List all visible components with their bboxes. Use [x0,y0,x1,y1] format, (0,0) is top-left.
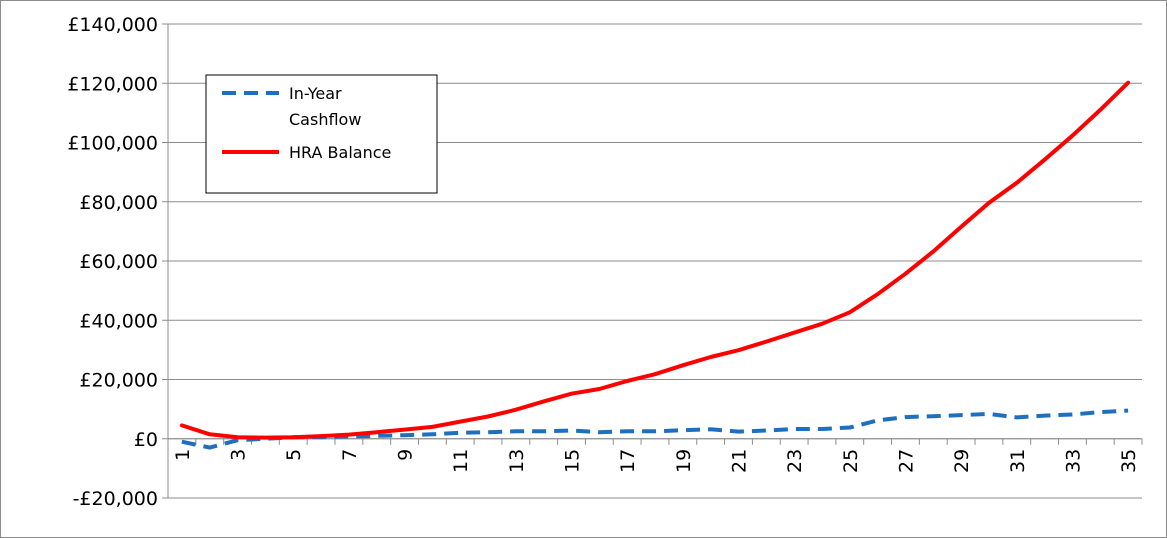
x-tick-label: 5 [283,449,305,461]
x-tick-label: 1 [172,449,194,461]
x-tick-label: 23 [784,449,806,473]
y-tick-label: £0 [134,429,158,451]
x-tick-label: 17 [617,449,639,473]
x-tick-label: 7 [339,449,361,461]
y-tick-label: £20,000 [79,370,158,392]
axes [162,23,1143,499]
y-tick-label: £140,000 [67,14,158,36]
x-tick-label: 19 [673,449,695,473]
x-tick-label: 3 [228,449,250,461]
x-tick-label: 35 [1118,449,1140,473]
x-tick-label: 27 [895,449,917,473]
x-tick-label: 21 [728,449,750,473]
y-tick-label: £60,000 [79,251,158,273]
x-tick-label: 11 [450,449,472,473]
legend: In-Year Cashflow HRA Balance [205,74,438,194]
x-tick-label: 15 [562,449,584,473]
y-axis-tick-labels: -£20,000 £0 £20,000 £40,000 £60,000 £80,000 £1… [67,14,158,510]
legend-label: In-Year [289,84,342,103]
legend-label: HRA Balance [289,143,391,162]
x-tick-label: 31 [1007,449,1029,473]
series-line-in-year-cashflow [181,408,1129,450]
series-lines [179,80,1131,450]
y-tick-label: £100,000 [67,133,158,155]
y-tick-label: £40,000 [79,310,158,332]
legend-label: Cashflow [289,110,361,129]
y-tick-label: £120,000 [67,73,158,95]
x-tick-label: 9 [395,449,417,461]
y-tick-label: £80,000 [79,192,158,214]
x-tick-label: 25 [840,449,862,473]
series-line-hra-balance [179,80,1131,440]
x-tick-label: 13 [506,449,528,473]
x-axis-tick-labels: 1 3 5 7 9 11 13 15 17 19 21 23 25 27 29 31 33 35 [172,449,1140,473]
x-tick-label: 29 [951,449,973,473]
y-tick-label: -£20,000 [73,488,158,510]
x-tick-label: 33 [1062,449,1084,473]
